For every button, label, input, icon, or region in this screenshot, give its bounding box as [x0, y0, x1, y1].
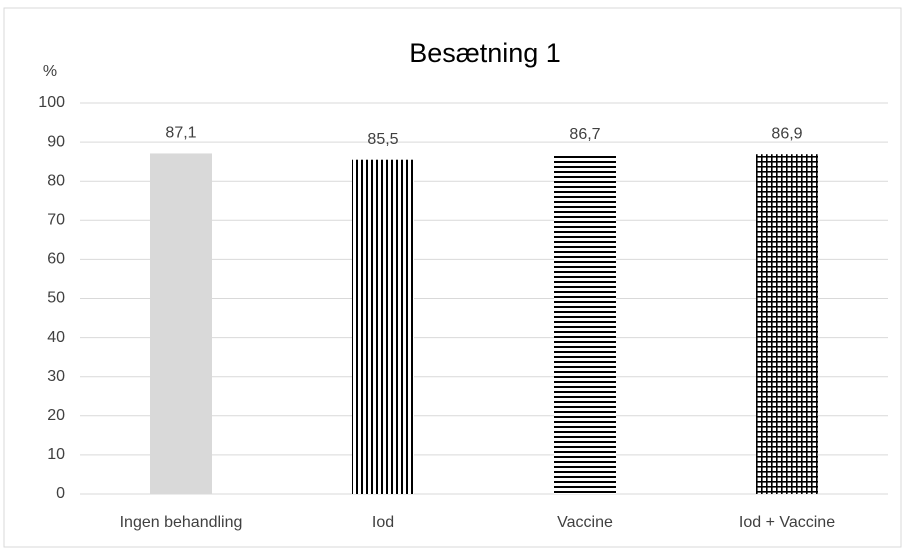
x-tick-label: Ingen behandling — [120, 514, 243, 531]
chart-border — [3, 7, 902, 548]
y-tick-label: 90 — [47, 133, 65, 150]
bar — [150, 153, 212, 494]
chart-title: Besætning 1 — [409, 38, 561, 68]
bar — [554, 155, 616, 495]
y-tick-label: 80 — [47, 172, 65, 189]
y-tick-label: 60 — [47, 251, 65, 268]
value-label: 85,5 — [367, 131, 398, 148]
value-label: 87,1 — [165, 125, 196, 142]
y-tick-label: 40 — [47, 329, 65, 346]
y-tick-label: 50 — [47, 290, 65, 307]
bar — [756, 154, 818, 494]
x-tick-label: Iod — [372, 514, 394, 531]
value-label: 86,7 — [569, 126, 600, 143]
x-tick-label: Vaccine — [557, 514, 613, 531]
y-tick-label: 100 — [38, 94, 65, 111]
y-tick-label: 20 — [47, 407, 65, 424]
y-tick-label: 70 — [47, 212, 65, 229]
y-tick-label: 30 — [47, 368, 65, 385]
value-label: 86,9 — [771, 125, 802, 142]
y-axis-label: % — [43, 63, 57, 80]
bar — [352, 159, 414, 494]
x-tick-label: Iod + Vaccine — [739, 514, 835, 531]
y-tick-label: 10 — [47, 446, 65, 463]
y-tick-label: 0 — [56, 485, 65, 502]
